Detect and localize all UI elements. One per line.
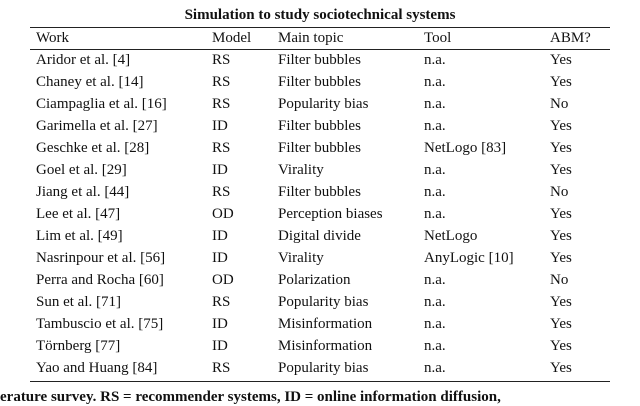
- table-cell: ID: [212, 162, 228, 178]
- table-cell: Filter bubbles: [278, 74, 361, 90]
- table-cell: Törnberg [77]: [36, 338, 121, 354]
- rule: [30, 49, 610, 50]
- table-cell: n.a.: [424, 316, 446, 332]
- table-cell: No: [550, 272, 569, 288]
- table-cell: Yes: [550, 162, 572, 178]
- table-cell: Yes: [550, 360, 572, 376]
- table-cell: Yes: [550, 206, 572, 222]
- table-cell: Virality: [278, 250, 324, 266]
- table-cell: Misinformation: [278, 316, 373, 332]
- table-cell: OD: [212, 206, 234, 222]
- table-cell: OD: [212, 272, 234, 288]
- table-cell: No: [550, 184, 569, 200]
- table-cell: Ciampaglia et al. [16]: [36, 96, 167, 112]
- table-cell: Jiang et al. [44]: [36, 184, 130, 200]
- table-cell: Polarization: [278, 272, 351, 288]
- table-cell: Aridor et al. [4]: [36, 52, 131, 68]
- table-cell: Filter bubbles: [278, 184, 361, 200]
- column-header: Model: [212, 30, 252, 46]
- table-cell: Popularity bias: [278, 294, 369, 310]
- rule: [30, 27, 610, 28]
- table-cell: Yes: [550, 316, 572, 332]
- table-cell: n.a.: [424, 294, 446, 310]
- table-cell: No: [550, 96, 569, 112]
- rule: [30, 381, 610, 382]
- column-header: Main topic: [278, 30, 344, 46]
- table-cell: n.a.: [424, 52, 446, 68]
- table-cell: ID: [212, 316, 228, 332]
- caption: erature survey. RS = recommender systems…: [0, 389, 501, 405]
- table-cell: Goel et al. [29]: [36, 162, 127, 178]
- table-cell: RS: [212, 294, 231, 310]
- table-cell: ID: [212, 250, 228, 266]
- table-cell: NetLogo [83]: [424, 140, 507, 156]
- table-cell: Lee et al. [47]: [36, 206, 121, 222]
- column-header: ABM?: [550, 30, 591, 46]
- table-cell: n.a.: [424, 162, 446, 178]
- table-cell: Popularity bias: [278, 96, 369, 112]
- table-cell: RS: [212, 52, 231, 68]
- table-cell: Yao and Huang [84]: [36, 360, 158, 376]
- table-cell: Perception biases: [278, 206, 383, 222]
- table-cell: Perra and Rocha [60]: [36, 272, 164, 288]
- table-cell: n.a.: [424, 96, 446, 112]
- table-cell: n.a.: [424, 118, 446, 134]
- table-cell: Filter bubbles: [278, 118, 361, 134]
- table-cell: n.a.: [424, 74, 446, 90]
- table-cell: Yes: [550, 294, 572, 310]
- column-header: Work: [36, 30, 69, 46]
- table-cell: Geschke et al. [28]: [36, 140, 150, 156]
- table-cell: RS: [212, 184, 231, 200]
- table-cell: n.a.: [424, 184, 446, 200]
- table-title: Simulation to study sociotechnical syste…: [184, 7, 456, 23]
- table-cell: Yes: [550, 228, 572, 244]
- table-cell: n.a.: [424, 338, 446, 354]
- table-cell: AnyLogic [10]: [424, 250, 514, 266]
- table-cell: Nasrinpour et al. [56]: [36, 250, 166, 266]
- table-cell: RS: [212, 140, 231, 156]
- table-cell: Tambuscio et al. [75]: [36, 316, 164, 332]
- table-cell: Digital divide: [278, 228, 361, 244]
- table-cell: Filter bubbles: [278, 140, 361, 156]
- table-cell: Yes: [550, 52, 572, 68]
- table-cell: Filter bubbles: [278, 52, 361, 68]
- table-cell: Chaney et al. [14]: [36, 74, 144, 90]
- table-cell: n.a.: [424, 360, 446, 376]
- table-cell: RS: [212, 74, 231, 90]
- table-cell: n.a.: [424, 206, 446, 222]
- column-header: Tool: [424, 30, 452, 46]
- table-cell: Popularity bias: [278, 360, 369, 376]
- table-cell: Garimella et al. [27]: [36, 118, 158, 134]
- table-cell: RS: [212, 360, 231, 376]
- table-cell: Yes: [550, 338, 572, 354]
- table-cell: Yes: [550, 118, 572, 134]
- table-cell: Yes: [550, 140, 572, 156]
- table-cell: ID: [212, 338, 228, 354]
- table-cell: Yes: [550, 250, 572, 266]
- table-cell: Lim et al. [49]: [36, 228, 123, 244]
- table-cell: n.a.: [424, 272, 446, 288]
- table-cell: Sun et al. [71]: [36, 294, 121, 310]
- table-cell: NetLogo: [424, 228, 478, 244]
- table-cell: ID: [212, 228, 228, 244]
- table-cell: ID: [212, 118, 228, 134]
- table-cell: RS: [212, 96, 231, 112]
- table-cell: Yes: [550, 74, 572, 90]
- table-cell: Virality: [278, 162, 324, 178]
- table-cell: Misinformation: [278, 338, 373, 354]
